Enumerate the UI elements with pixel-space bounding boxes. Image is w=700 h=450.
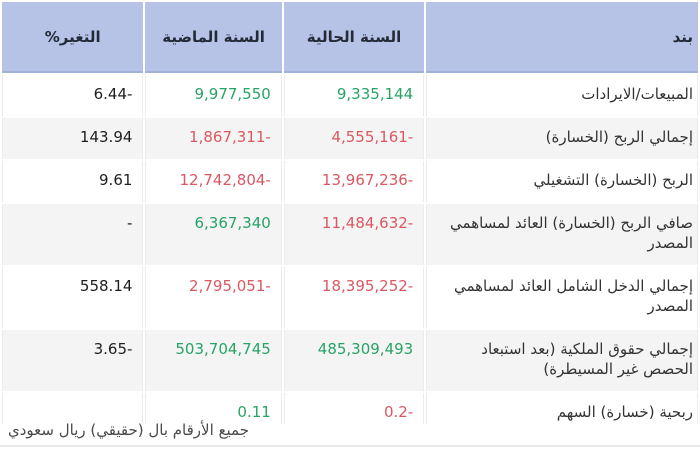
column-header-previous-year: السنة الماضية <box>145 2 282 73</box>
item-label: صافي الربح (الخسارة) العائد لمساهمي المص… <box>426 204 698 265</box>
table-row-earnings-per-share: ربحية (خسارة) السهم 0.2- 0.11 <box>2 393 698 424</box>
change-percent-value: - <box>2 204 144 265</box>
change-percent-value: 143.94 <box>2 118 144 159</box>
current-year-value: 0.2- <box>283 393 425 424</box>
table-row-total-comprehensive-income: إجمالي الدخل الشامل العائد لمساهمي المصد… <box>2 267 698 328</box>
previous-year-value: 0.11 <box>145 393 282 424</box>
current-year-value: 11,484,632- <box>283 204 425 265</box>
table-row-net-profit-attributable: صافي الربح (الخسارة) العائد لمساهمي المص… <box>2 204 698 265</box>
currency-note: جميع الأرقام بال (حقيقي) ريال سعودي <box>8 421 249 439</box>
current-year-value: 4,555,161- <box>283 118 425 159</box>
table-row-total-equity: إجمالي حقوق الملكية (بعد استبعاد الحصص غ… <box>2 330 698 391</box>
table-header-row: بند السنة الحالية السنة الماضية التغير% <box>2 2 698 73</box>
previous-year-value: 2,795,051- <box>145 267 282 328</box>
current-year-value: 9,335,144 <box>283 75 425 116</box>
previous-year-value: 12,742,804- <box>145 161 282 202</box>
change-percent-value: 3.65- <box>2 330 144 391</box>
bottom-divider <box>0 445 700 447</box>
previous-year-value: 6,367,340 <box>145 204 282 265</box>
item-label: إجمالي الربح (الخسارة) <box>426 118 698 159</box>
table-row-gross-profit-loss: إجمالي الربح (الخسارة) 4,555,161- 1,867,… <box>2 118 698 159</box>
item-label: الربح (الخسارة) التشغيلي <box>426 161 698 202</box>
current-year-value: 485,309,493 <box>283 330 425 391</box>
item-label: إجمالي الدخل الشامل العائد لمساهمي المصد… <box>426 267 698 328</box>
change-percent-value: 6.44- <box>2 75 144 116</box>
column-header-change-percent: التغير% <box>2 2 144 73</box>
column-header-item: بند <box>426 2 698 73</box>
item-label: إجمالي حقوق الملكية (بعد استبعاد الحصص غ… <box>426 330 698 391</box>
previous-year-value: 1,867,311- <box>145 118 282 159</box>
column-header-current-year: السنة الحالية <box>283 2 425 73</box>
financials-table: بند السنة الحالية السنة الماضية التغير% … <box>2 2 698 424</box>
change-percent-value: 558.14 <box>2 267 144 328</box>
previous-year-value: 9,977,550 <box>145 75 282 116</box>
change-percent-value <box>2 393 144 424</box>
table-row-operating-profit-loss: الربح (الخسارة) التشغيلي 13,967,236- 12,… <box>2 161 698 202</box>
current-year-value: 13,967,236- <box>283 161 425 202</box>
change-percent-value: 9.61 <box>2 161 144 202</box>
item-label: المبيعات/الايرادات <box>426 75 698 116</box>
current-year-value: 18,395,252- <box>283 267 425 328</box>
previous-year-value: 503,704,745 <box>145 330 282 391</box>
item-label: ربحية (خسارة) السهم <box>426 393 698 424</box>
table-row-sales-revenues: المبيعات/الايرادات 9,335,144 9,977,550 6… <box>2 75 698 116</box>
